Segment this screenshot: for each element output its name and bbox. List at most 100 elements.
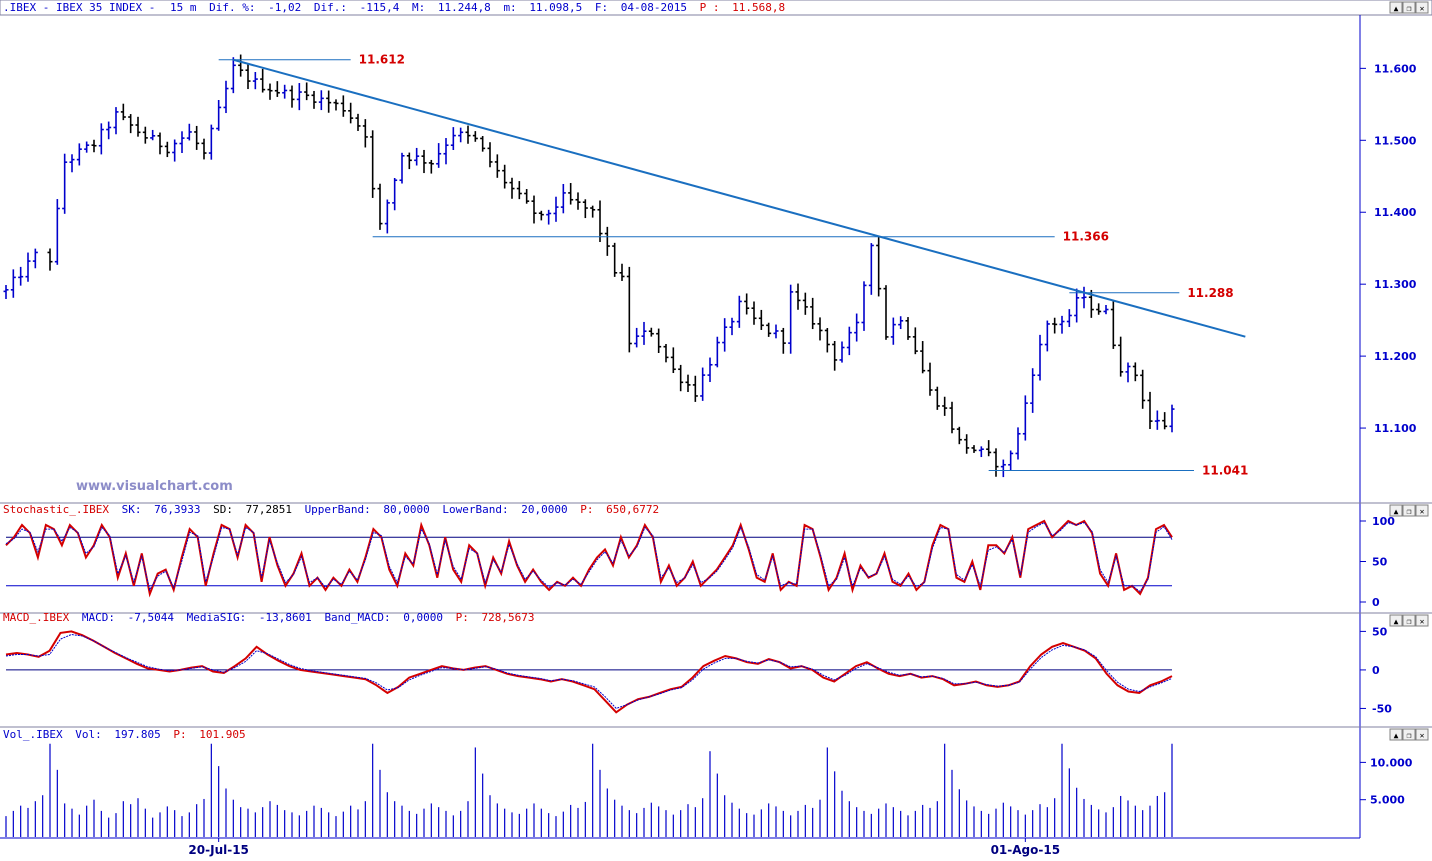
- ohlc-bar: [516, 181, 522, 200]
- ohlc-bar: [62, 153, 68, 214]
- ohlc-bar: [1125, 362, 1131, 383]
- triangle-up-icon: ▲: [1394, 731, 1399, 740]
- close-button-frame: [1415, 504, 1429, 517]
- series-line: [5, 521, 1173, 593]
- ohlc-bar: [120, 103, 126, 121]
- chart-header: .IBEX - IBEX 35 INDEX - 15 m Dif. %: -1,…: [3, 1, 785, 14]
- triangle-up-icon: ▲: [1394, 4, 1399, 13]
- ohlc-bar: [311, 90, 317, 109]
- ohlc-bar: [744, 293, 750, 315]
- price-bars: [3, 54, 1175, 478]
- header-max: 11.244,8: [438, 1, 491, 14]
- level-label: 11.288: [1187, 286, 1233, 300]
- scroll-up-button[interactable]: ▲: [1389, 728, 1403, 741]
- ohlc-bar: [10, 269, 16, 298]
- ohlc-bar: [626, 266, 632, 353]
- ohlc-bar: [421, 149, 427, 174]
- scroll-up-button[interactable]: ▲: [1389, 614, 1403, 627]
- close-button[interactable]: ✕: [1415, 504, 1429, 517]
- ohlc-bar: [1037, 334, 1043, 381]
- ohlc-bar: [883, 285, 889, 340]
- ohlc-bar: [619, 263, 625, 281]
- ohlc-bar: [150, 129, 156, 141]
- ohlc-bar: [678, 364, 684, 392]
- x-tick-label: 01-Ago-15: [991, 843, 1060, 857]
- ohlc-bar: [656, 328, 662, 353]
- ohlc-bar: [164, 141, 170, 158]
- ohlc-bar: [84, 141, 90, 153]
- vol-value: 197.805: [114, 728, 160, 741]
- volume-name: Vol_.IBEX: [3, 728, 63, 741]
- ohlc-bar: [531, 195, 537, 224]
- restore-button[interactable]: ❐: [1402, 504, 1416, 517]
- ohlc-bar: [1008, 450, 1014, 471]
- scroll-up-button[interactable]: ▲: [1389, 1, 1403, 14]
- upperband-label: UpperBand:: [305, 503, 371, 516]
- ohlc-bar: [964, 434, 970, 454]
- ohlc-bar: [245, 63, 251, 90]
- ohlc-bar: [106, 121, 112, 140]
- macd-plot: -50 0 50: [5, 625, 1392, 715]
- ohlc-bar: [1059, 315, 1065, 334]
- lowerband-value: 20,0000: [521, 503, 567, 516]
- y-tick-label: -50: [1372, 702, 1392, 715]
- scroll-up-button-frame: [1389, 504, 1403, 517]
- ohlc-bar: [758, 309, 764, 330]
- stoch-p-value: 650,6772: [606, 503, 659, 516]
- ohlc-bar: [568, 183, 574, 205]
- header-change: -115,4: [360, 1, 400, 14]
- header-min: 11.098,5: [529, 1, 582, 14]
- ohlc-bar: [1162, 412, 1168, 430]
- ohlc-bar: [582, 199, 588, 219]
- restore-icon: ❐: [1407, 4, 1412, 13]
- close-button[interactable]: ✕: [1415, 728, 1429, 741]
- ohlc-bar: [670, 347, 676, 374]
- trendline-line: [233, 58, 1246, 338]
- ohlc-bar: [1081, 286, 1087, 309]
- close-button[interactable]: ✕: [1415, 1, 1429, 14]
- ohlc-bar: [1132, 362, 1138, 382]
- triangle-up-icon: ▲: [1394, 617, 1399, 626]
- ohlc-bar: [443, 138, 449, 165]
- ohlc-bar: [238, 54, 244, 77]
- ohlc-bar: [1074, 288, 1080, 323]
- close-button[interactable]: ✕: [1415, 614, 1429, 627]
- ohlc-bar: [575, 192, 581, 210]
- y-tick-label: 5.000: [1370, 794, 1405, 807]
- level-label: 11.041: [1202, 464, 1248, 478]
- ohlc-bar: [612, 242, 618, 277]
- ohlc-bar: [546, 209, 552, 225]
- header-price: 11.568,8: [732, 1, 785, 14]
- ohlc-bar: [956, 426, 962, 445]
- restore-icon: ❐: [1407, 731, 1412, 740]
- ohlc-bar: [414, 147, 420, 166]
- ohlc-bar: [648, 327, 654, 337]
- ohlc-bar: [392, 178, 398, 211]
- ohlc-bar: [707, 357, 713, 383]
- header-price-label: P :: [700, 1, 720, 14]
- ohlc-bar: [208, 124, 214, 160]
- ohlc-bar: [296, 83, 302, 111]
- ohlc-bar: [1044, 320, 1050, 352]
- sd-value: 77,2851: [246, 503, 292, 516]
- ohlc-bar: [773, 324, 779, 339]
- scroll-up-button[interactable]: ▲: [1389, 504, 1403, 517]
- y-tick-label: 10.000: [1370, 756, 1413, 769]
- restore-button[interactable]: ❐: [1402, 728, 1416, 741]
- ohlc-bar: [597, 200, 603, 243]
- header-date-label: F:: [595, 1, 608, 14]
- ohlc-bar: [1154, 410, 1160, 430]
- ohlc-bar: [920, 341, 926, 374]
- restore-button[interactable]: ❐: [1402, 614, 1416, 627]
- ohlc-bar: [355, 113, 361, 131]
- ohlc-bar: [69, 154, 75, 173]
- ohlc-bar: [32, 248, 38, 269]
- scroll-up-button-frame: [1389, 728, 1403, 741]
- ohlc-bar: [1066, 309, 1072, 328]
- date-x-axis: 20-Jul-15 01-Ago-15: [188, 838, 1060, 857]
- ohlc-bar: [854, 313, 860, 342]
- ohlc-bar: [274, 81, 280, 97]
- ohlc-bar: [1110, 300, 1116, 349]
- restore-button[interactable]: ❐: [1402, 1, 1416, 14]
- ohlc-bar: [91, 139, 97, 153]
